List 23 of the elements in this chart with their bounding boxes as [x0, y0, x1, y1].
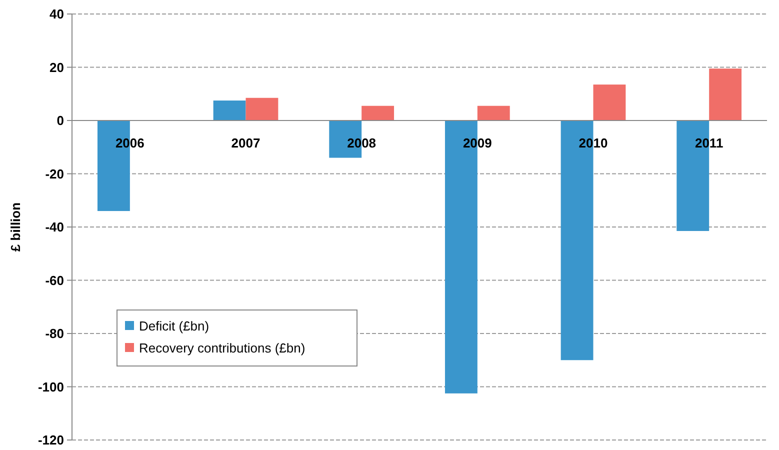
bar	[362, 106, 394, 120]
y-tick-label: -40	[45, 220, 64, 235]
y-tick-label: -120	[38, 432, 64, 448]
x-tick-label: 2010	[578, 136, 608, 150]
y-tick-label: -20	[45, 166, 64, 182]
bar	[477, 106, 510, 120]
x-tick-label: 2007	[231, 136, 260, 150]
y-tick-label: -80	[45, 326, 64, 342]
bar	[593, 84, 626, 120]
x-tick-label: 2008	[347, 136, 376, 150]
y-axis-title: £ billion	[8, 202, 23, 252]
x-tick-label: 2009	[462, 136, 492, 150]
y-tick-label: 0	[56, 113, 64, 128]
y-tick-label: 20	[50, 60, 64, 75]
y-tick-label: -60	[45, 272, 64, 288]
bar	[246, 98, 278, 120]
bar	[709, 68, 742, 120]
legend-label: Recovery contributions (£bn)	[139, 340, 306, 356]
bar	[213, 100, 246, 120]
y-tick-label: -100	[38, 379, 64, 394]
x-tick-label: 2006	[115, 136, 144, 150]
y-tick-label: 40	[50, 6, 64, 22]
legend-label: Deficit (£bn)	[139, 318, 210, 334]
